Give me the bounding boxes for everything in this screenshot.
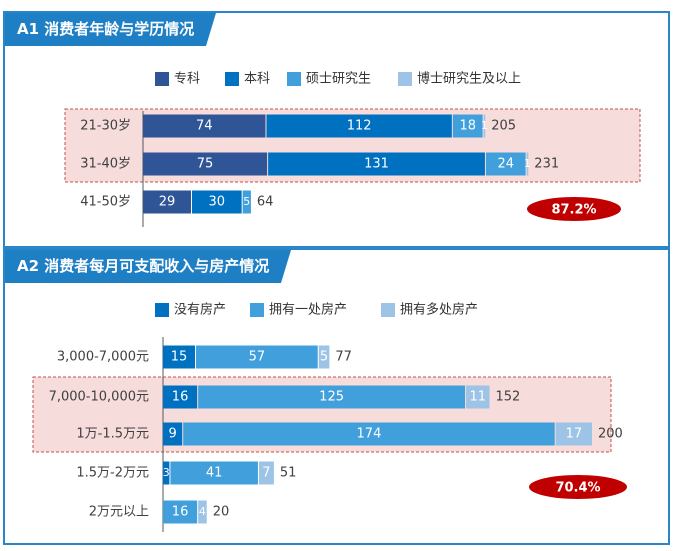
bar-segment xyxy=(143,190,191,214)
category-label: 21-30岁 xyxy=(80,119,131,134)
legend-swatch xyxy=(250,303,264,317)
total-label: 205 xyxy=(491,119,516,134)
category-label: 3,000-7,000元 xyxy=(57,350,149,365)
data-label: 16 xyxy=(172,390,189,405)
chart-title-a1: A1 消费者年龄与学历情况 xyxy=(5,13,217,46)
bar-segment xyxy=(318,345,330,369)
category-label: 41-50岁 xyxy=(80,195,131,210)
percentage-badge xyxy=(529,475,627,499)
data-label: 1 xyxy=(524,157,531,170)
data-label: 29 xyxy=(159,195,176,210)
data-label: 75 xyxy=(197,157,214,172)
bar-segment xyxy=(466,385,490,409)
legend-label: 专科 xyxy=(174,72,200,87)
bar-segment xyxy=(266,114,452,138)
bar-segment xyxy=(163,461,170,485)
data-label: 131 xyxy=(364,157,389,172)
data-label: 30 xyxy=(209,195,226,210)
data-label: 5 xyxy=(320,350,328,365)
bar-segment xyxy=(198,500,207,524)
bar-segment xyxy=(183,422,555,446)
data-label: 7 xyxy=(262,466,270,481)
legend-label: 博士研究生及以上 xyxy=(417,72,521,87)
data-label: 17 xyxy=(566,427,583,442)
category-label: 1万-1.5万元 xyxy=(76,427,149,442)
legend-label: 硕士研究生 xyxy=(306,72,371,87)
data-label: 9 xyxy=(168,427,176,442)
panel-income-property: A2 消费者每月可支配收入与房产情况 没有房产 拥有一处房产 拥有多处房产 3,000… xyxy=(3,248,670,545)
data-label: 18 xyxy=(459,119,476,134)
percentage-badge xyxy=(527,197,621,221)
bar-segment xyxy=(268,152,485,176)
percentage-badge-label: 70.4% xyxy=(555,481,600,496)
bar-segment xyxy=(196,345,318,369)
bar-segment xyxy=(198,385,466,409)
bar-segment xyxy=(526,152,529,176)
bar-segment xyxy=(483,114,486,138)
category-label: 7,000-10,000元 xyxy=(49,390,149,405)
panel-age-education: A1 消费者年龄与学历情况 专科 本科 硕士研究生 博士研究生及以上 21-30岁 74 1… xyxy=(3,11,670,248)
data-label: 112 xyxy=(347,119,372,134)
data-label: 174 xyxy=(357,427,382,442)
bar-segment xyxy=(452,114,483,138)
total-label: 77 xyxy=(335,350,352,365)
total-label: 20 xyxy=(213,505,230,520)
legend-swatch xyxy=(225,72,239,86)
bar-segment xyxy=(242,190,251,214)
category-label: 1.5万-2万元 xyxy=(76,466,149,481)
data-label: 4 xyxy=(199,505,206,518)
bar-segment xyxy=(143,152,268,176)
bar-segment xyxy=(143,114,266,138)
data-label: 125 xyxy=(319,390,344,405)
data-label: 3 xyxy=(163,466,170,479)
total-label: 152 xyxy=(496,390,521,405)
bar-segment xyxy=(163,385,198,409)
legend-label: 没有房产 xyxy=(174,302,226,318)
legend-swatch xyxy=(381,303,395,317)
legend-swatch xyxy=(398,72,412,86)
legend-label: 本科 xyxy=(244,72,270,87)
total-label: 231 xyxy=(534,157,559,172)
bar-segment xyxy=(163,500,198,524)
data-label: 74 xyxy=(196,119,213,134)
data-label: 16 xyxy=(172,505,189,520)
category-label: 31-40岁 xyxy=(80,157,131,172)
data-label: 24 xyxy=(498,157,515,172)
data-label: 15 xyxy=(171,350,188,365)
data-label: 41 xyxy=(206,466,223,481)
bar-segment xyxy=(485,152,526,176)
bar-segment xyxy=(163,422,183,446)
bar-segment xyxy=(555,422,592,446)
chart-title-a2: A2 消费者每月可支配收入与房产情况 xyxy=(5,250,292,283)
total-label: 64 xyxy=(257,195,274,210)
category-label: 2万元以上 xyxy=(89,505,149,520)
legend-swatch xyxy=(155,303,169,317)
bar-segment xyxy=(163,345,196,369)
legend-swatch xyxy=(155,72,169,86)
legend-swatch xyxy=(287,72,301,86)
legend-label: 拥有一处房产 xyxy=(269,302,347,318)
total-label: 51 xyxy=(280,466,297,481)
chart-a2-canvas: 没有房产 拥有一处房产 拥有多处房产 3,000-7,000元 15 57 5 77 7,000… xyxy=(32,302,627,532)
total-label: 200 xyxy=(598,427,623,442)
percentage-badge-label: 87.2% xyxy=(551,203,596,218)
bar-segment xyxy=(258,461,274,485)
data-label: 5 xyxy=(243,195,250,208)
data-label: 11 xyxy=(470,390,487,405)
data-label: 57 xyxy=(249,350,266,365)
legend-label: 拥有多处房产 xyxy=(400,302,478,318)
bar-segment xyxy=(170,461,258,485)
data-label: 1 xyxy=(481,119,488,132)
bar-segment xyxy=(191,190,242,214)
